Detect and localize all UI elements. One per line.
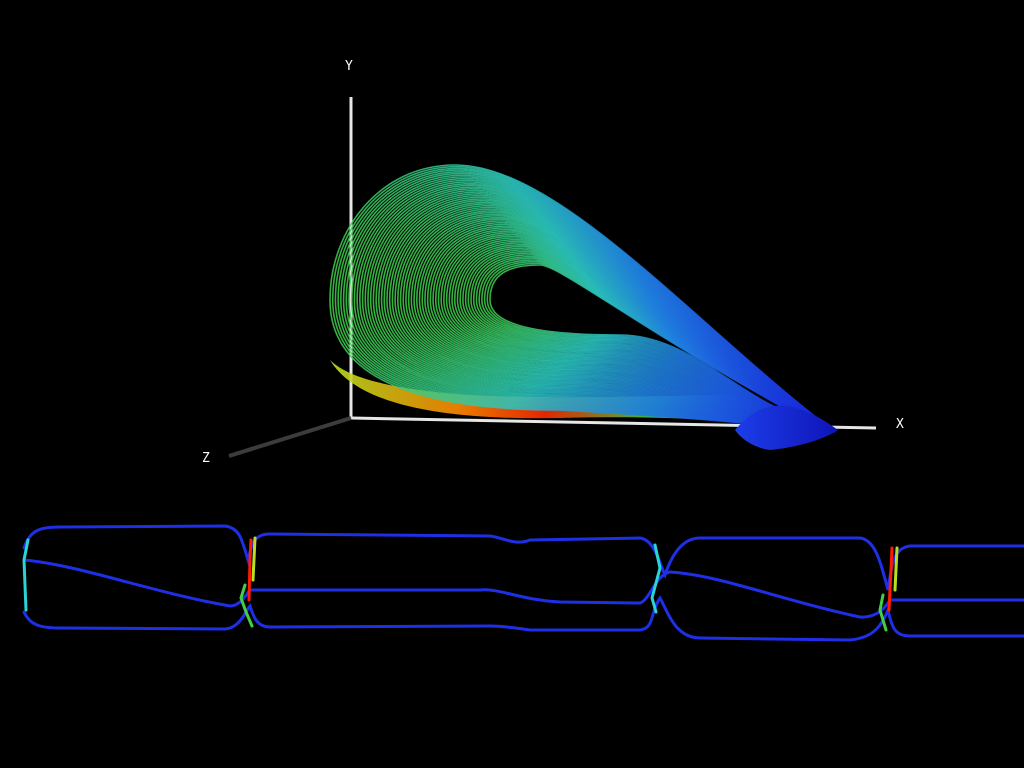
attractor-loop [470, 252, 812, 424]
trajectory-spike [650, 543, 662, 614]
attractor-loop [367, 187, 830, 431]
attractor-loop [388, 201, 826, 429]
attractor-loop [364, 186, 830, 431]
trajectory-spike [22, 538, 30, 612]
attractor-loop [413, 216, 822, 428]
attractor-loop [394, 204, 825, 429]
attractor-loop [448, 238, 816, 425]
attractor-loop [342, 172, 834, 432]
attractor-loop [337, 169, 835, 433]
attractor-loop [486, 262, 809, 422]
attractor-loop [361, 184, 830, 431]
attractor-loop [467, 250, 813, 424]
attractor-loop [359, 182, 831, 431]
attractor-loop [372, 191, 829, 430]
attractor-loop [464, 248, 813, 424]
attractor-loop [421, 221, 820, 427]
attractor-loop [478, 257, 811, 423]
attractor-loop [445, 237, 816, 425]
attractor-loop [475, 255, 811, 423]
trajectory-spike [893, 546, 899, 592]
attractor-loop [369, 189, 829, 430]
attractor-loop [451, 240, 815, 425]
attractor-loop [472, 254, 812, 423]
attractor-loop [459, 245, 814, 424]
attractor-loop [399, 208, 824, 428]
attractor-loop [329, 164, 836, 433]
attractor-loop [405, 211, 823, 428]
attractor-loop [426, 225, 819, 427]
attractor-loop [407, 213, 823, 428]
trajectory-track-bottom [22, 595, 1024, 642]
attractor-loop [418, 220, 821, 427]
attractor-loop [391, 203, 825, 429]
attractor-loop [432, 228, 819, 426]
attractor-loop [402, 209, 824, 428]
attractor-loop [380, 196, 827, 430]
attractor-loop [353, 179, 832, 432]
trajectory-component-plot [22, 524, 1024, 642]
attractor-loop [462, 247, 813, 424]
attractor-loop [378, 194, 828, 430]
attractor-loop [386, 199, 826, 429]
attractor-loop [481, 259, 810, 423]
trajectory-spike [878, 593, 888, 632]
trajectory-spike [251, 536, 257, 582]
trajectory-spike [887, 546, 894, 612]
attractor-loop [375, 193, 828, 430]
attractor-loop [350, 177, 832, 432]
trajectory-spike [239, 583, 254, 628]
attractor-loop [440, 233, 817, 426]
attractor-loop [340, 170, 834, 433]
trajectory-track-top [22, 524, 1024, 591]
attractor-loop [429, 226, 819, 426]
attractor-loop [415, 218, 821, 427]
3d-attractor-tubes [329, 164, 838, 450]
trajectory-spike [247, 538, 253, 602]
attractor-loop [410, 215, 822, 428]
trajectory-track-middle [22, 558, 1024, 619]
attractor-loop [437, 231, 818, 426]
attractor-loop [483, 260, 810, 423]
attractor-loop [345, 174, 833, 432]
x-axis-label: X [896, 417, 904, 432]
attractor-loop [456, 243, 814, 425]
attractor-loop [453, 242, 815, 425]
z-axis-line [228, 416, 352, 458]
attractor-loop [348, 176, 833, 432]
attractor-loop [434, 230, 818, 426]
z-axis-label: Z [202, 451, 210, 466]
attractor-loop [383, 198, 827, 430]
attractor-tip [735, 405, 838, 450]
attractor-loop [396, 206, 824, 429]
attractor-loop [443, 235, 817, 425]
attractor-loop [356, 181, 831, 431]
attractor-loop [489, 264, 809, 422]
y-axis-label: Y [345, 59, 353, 74]
attractor-loop [424, 223, 820, 427]
